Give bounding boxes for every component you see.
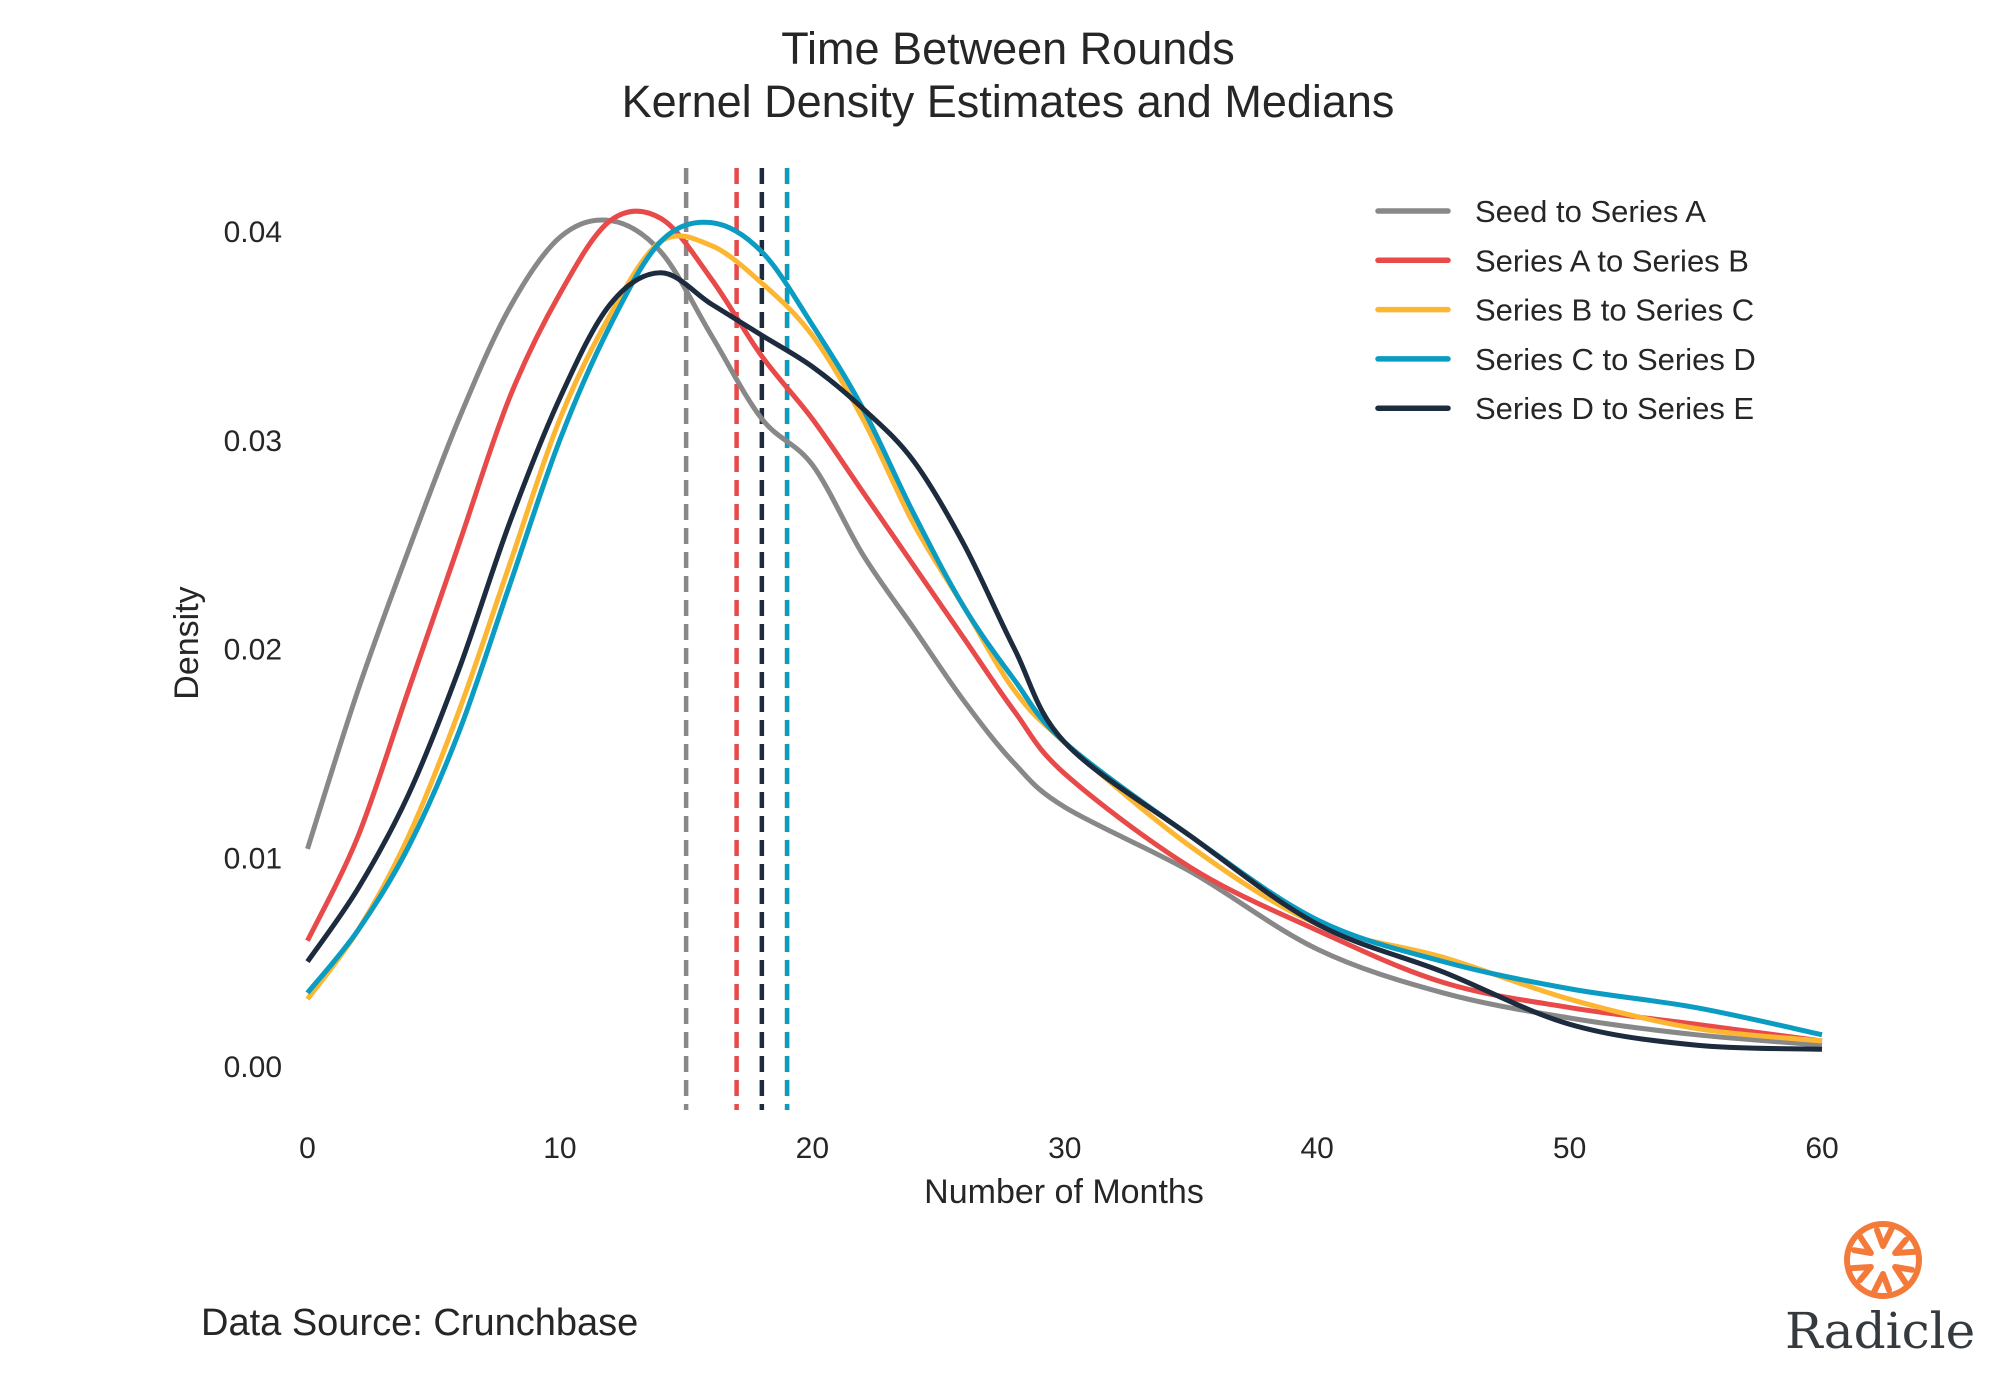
legend-item: Series B to Series C [1375, 293, 1754, 328]
density-curve-1 [305, 217, 1823, 1048]
y-tick-label: 0.02 [224, 634, 282, 667]
y-tick-label: 0.00 [224, 1051, 282, 1084]
subtitle: Kernel Density Estimates and Medians [621, 76, 1395, 127]
legend-label: Series D to Series E [1475, 391, 1754, 426]
y-axis-label: Density [168, 586, 206, 699]
x-tick-label: 20 [796, 1132, 829, 1165]
y-tick-labels: 0.00 0.01 0.02 0.03 0.04 [224, 216, 282, 1084]
y-tick-label: 0.04 [224, 216, 282, 249]
density-curve-5 [305, 270, 1823, 1052]
median-lines [683, 168, 790, 1110]
density-curves [305, 208, 1823, 1052]
density-curve-2 [305, 208, 1823, 1044]
x-tick-label: 0 [299, 1132, 316, 1165]
legend: Seed to Series A Series A to Series B Seri… [1375, 194, 1756, 426]
legend-item: Series C to Series D [1375, 342, 1756, 377]
legend-item: Series D to Series E [1375, 391, 1754, 426]
x-tick-labels: 0 10 20 30 40 50 60 [299, 1132, 1839, 1165]
title: Time Between Rounds [781, 23, 1235, 74]
y-tick-label: 0.01 [224, 842, 282, 875]
chart-title: Time Between Rounds Kernel Density Estim… [0, 22, 1999, 128]
legend-label: Series B to Series C [1475, 293, 1754, 328]
radicle-logo-icon [1844, 1221, 1922, 1299]
x-axis-label: Number of Months [924, 1173, 1204, 1211]
data-source-note: Data Source: Crunchbase [201, 1302, 639, 1344]
y-tick-label: 0.03 [224, 425, 282, 458]
x-tick-label: 10 [543, 1132, 576, 1165]
logo-wordmark: Radicle [1785, 1302, 1976, 1360]
legend-label: Seed to Series A [1475, 194, 1706, 229]
x-tick-label: 30 [1048, 1132, 1081, 1165]
legend-item: Seed to Series A [1375, 194, 1706, 229]
legend-label: Series C to Series D [1475, 342, 1756, 377]
legend-label: Series A to Series B [1475, 243, 1749, 278]
x-tick-label: 50 [1553, 1132, 1586, 1165]
density-curve-3 [305, 233, 1823, 1044]
legend-item: Series A to Series B [1375, 243, 1749, 278]
x-tick-label: 60 [1805, 1132, 1838, 1165]
x-tick-label: 40 [1300, 1132, 1333, 1165]
